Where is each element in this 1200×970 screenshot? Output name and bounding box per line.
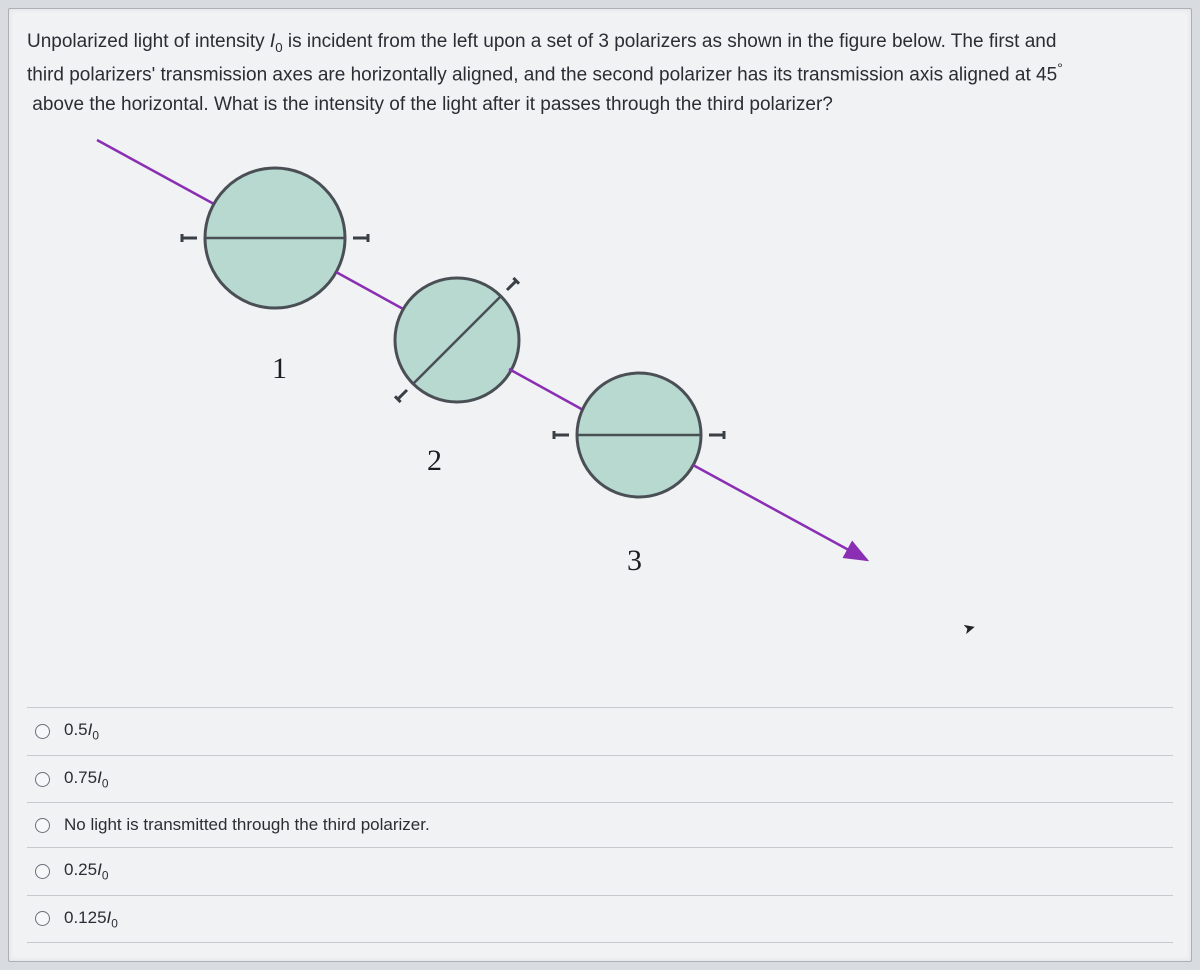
label-2: 2 <box>427 444 442 477</box>
q-line3: above the horizontal. What is the intens… <box>32 94 833 115</box>
answer-option-4[interactable]: 0.25I0 <box>27 848 1173 895</box>
ans-pre: 0.5 <box>64 720 88 739</box>
label-1: 1 <box>272 352 287 385</box>
answer-label: 0.25I0 <box>64 860 108 882</box>
ans-sub: 0 <box>102 869 109 883</box>
answer-option-3[interactable]: No light is transmitted through the thir… <box>27 803 1173 848</box>
q-line2-pre: third polarizers' transmission axes are … <box>27 65 1036 86</box>
ans-pre: 0.25 <box>64 860 97 879</box>
label-3: 3 <box>627 544 642 577</box>
polarizer-2-tick-tr <box>504 278 519 293</box>
answer-label: No light is transmitted through the thir… <box>64 815 430 835</box>
ans-sub: 0 <box>102 776 109 790</box>
radio-icon <box>35 724 50 739</box>
polarizer-figure: 1 2 3 <box>27 130 927 650</box>
answer-label: 0.75I0 <box>64 768 108 790</box>
radio-icon <box>35 864 50 879</box>
question-text: Unpolarized light of intensity I0 is inc… <box>27 27 1173 120</box>
ans-plain: No light is transmitted through the thir… <box>64 815 430 834</box>
answer-list: 0.5I0 0.75I0 No light is transmitted thr… <box>27 707 1173 943</box>
ans-pre: 0.125 <box>64 908 107 927</box>
answer-label: 0.5I0 <box>64 720 99 742</box>
answer-option-5[interactable]: 0.125I0 <box>27 896 1173 943</box>
answer-label: 0.125I0 <box>64 908 118 930</box>
q-sub: 0 <box>275 40 282 55</box>
answer-option-2[interactable]: 0.75I0 <box>27 756 1173 803</box>
q-deg: ° <box>1057 61 1063 77</box>
q-line1-pre: Unpolarized light of intensity <box>27 31 270 52</box>
ray-seg-1 <box>336 272 405 310</box>
ans-sub: 0 <box>111 916 118 930</box>
radio-icon <box>35 772 50 787</box>
ray-seg-2 <box>509 369 585 411</box>
ray-seg-0 <box>97 140 214 204</box>
ray-seg-3 <box>693 465 867 560</box>
radio-icon <box>35 911 50 926</box>
q-line1-post: is incident from the left upon a set of … <box>283 31 1057 52</box>
radio-icon <box>35 818 50 833</box>
ans-pre: 0.75 <box>64 768 97 787</box>
polarizer-2-tick-bl <box>395 387 410 402</box>
figure-area: 1 2 3 <box>27 130 1173 690</box>
q-angle: 45 <box>1036 65 1057 86</box>
question-card: Unpolarized light of intensity I0 is inc… <box>8 8 1192 962</box>
ans-sub: 0 <box>92 729 99 743</box>
answer-option-1[interactable]: 0.5I0 <box>27 707 1173 755</box>
